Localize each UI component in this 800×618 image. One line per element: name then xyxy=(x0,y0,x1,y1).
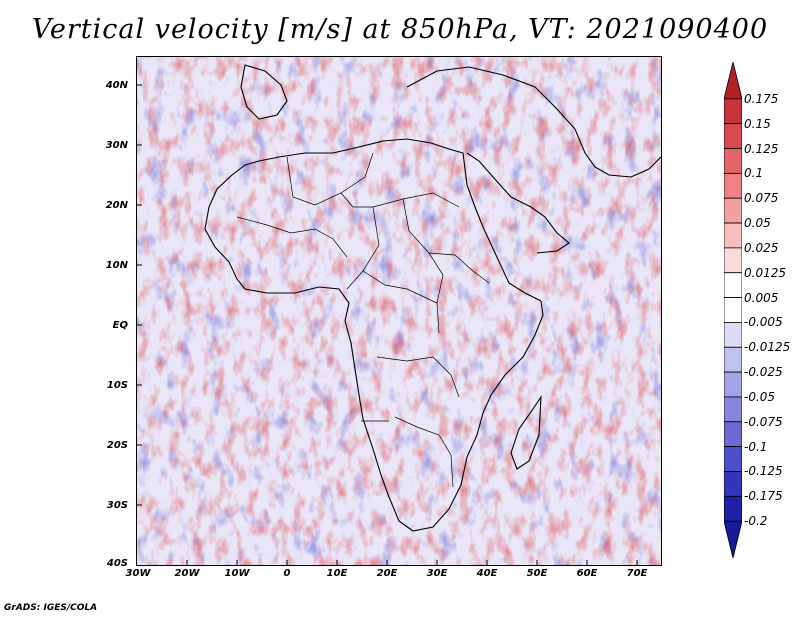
lon-tick-label: 20W xyxy=(174,568,200,579)
lon-tick-label: 20E xyxy=(376,568,398,579)
colorbar-label: -0.075 xyxy=(744,414,783,429)
lon-tick-label: 60E xyxy=(576,568,598,579)
map-panel xyxy=(136,56,662,566)
colorbar-swatch xyxy=(724,62,742,100)
chart-title: Vertical velocity [m/s] at 850hPa, VT: 2… xyxy=(31,14,769,45)
colorbar-swatch xyxy=(724,297,742,323)
lat-tick-label: 40S xyxy=(106,558,128,569)
lat-tick-label: 30N xyxy=(105,140,128,151)
lon-tick-label: 0 xyxy=(283,568,291,579)
colorbar-swatch xyxy=(724,446,742,472)
vertical-velocity-map xyxy=(137,57,661,565)
colorbar-label: -0.2 xyxy=(744,514,768,529)
colorbar-swatch xyxy=(724,272,742,298)
colorbar-label: 0.005 xyxy=(744,290,779,305)
colorbar-label: 0.0125 xyxy=(744,265,786,280)
colorbar-label: 0.05 xyxy=(744,216,771,231)
colorbar-swatch xyxy=(724,98,742,125)
colorbar-swatch xyxy=(724,123,742,149)
colorbar-swatch xyxy=(724,148,742,174)
colorbar-swatch xyxy=(724,396,742,423)
lon-tick-label: 30W xyxy=(125,568,151,579)
lat-tick-label: 20S xyxy=(106,440,128,451)
colorbar-swatch xyxy=(724,346,742,373)
colorbar-label: 0.1 xyxy=(744,166,764,181)
colorbar-label: 0.125 xyxy=(744,141,779,156)
colorbar-label: -0.175 xyxy=(744,489,783,504)
colorbar-swatch xyxy=(724,247,742,274)
colorbar-swatch xyxy=(724,371,742,398)
colorbar-swatch xyxy=(724,322,742,348)
lat-tick-label: 10N xyxy=(105,260,128,271)
lon-tick-label: 10E xyxy=(326,568,348,579)
lat-tick-label: 30S xyxy=(106,500,128,511)
lon-tick-label: 10W xyxy=(224,568,250,579)
colorbar-label: 0.025 xyxy=(744,240,779,255)
lon-tick-label: 30E xyxy=(426,568,448,579)
colorbar-swatch xyxy=(724,520,742,558)
lat-tick-label: 10S xyxy=(106,380,128,391)
colorbar-swatch xyxy=(724,222,742,249)
lat-tick-label: EQ xyxy=(112,320,128,331)
colorbar-swatch xyxy=(724,471,742,497)
colorbar-label: -0.1 xyxy=(744,439,768,454)
colorbar-label: -0.005 xyxy=(744,315,783,330)
colorbar-label: 0.15 xyxy=(744,116,771,131)
colorbar-swatch xyxy=(724,421,742,448)
colorbar-swatch xyxy=(724,495,742,522)
colorbar-label: -0.05 xyxy=(744,389,776,404)
colorbar-swatch xyxy=(724,197,742,224)
lat-tick-label: 40N xyxy=(105,80,128,91)
colorbar-label: -0.0125 xyxy=(744,340,791,355)
political-borders xyxy=(236,152,490,488)
colorbar-label: 0.175 xyxy=(744,91,779,106)
colorbar xyxy=(724,62,742,558)
coastlines xyxy=(204,64,661,532)
colorbar-label: -0.125 xyxy=(744,464,783,479)
ascent-field xyxy=(137,57,661,565)
lat-tick-label: 20N xyxy=(105,200,128,211)
colorbar-swatch xyxy=(724,172,742,199)
lon-tick-label: 50E xyxy=(526,568,548,579)
lon-tick-label: 70E xyxy=(626,568,648,579)
map-tick-marks xyxy=(137,84,638,565)
colorbar-label: -0.025 xyxy=(744,365,783,380)
lon-tick-label: 40E xyxy=(476,568,498,579)
colorbar-label: 0.075 xyxy=(744,191,779,206)
grads-credit: GrADS: IGES/COLA xyxy=(4,603,98,613)
